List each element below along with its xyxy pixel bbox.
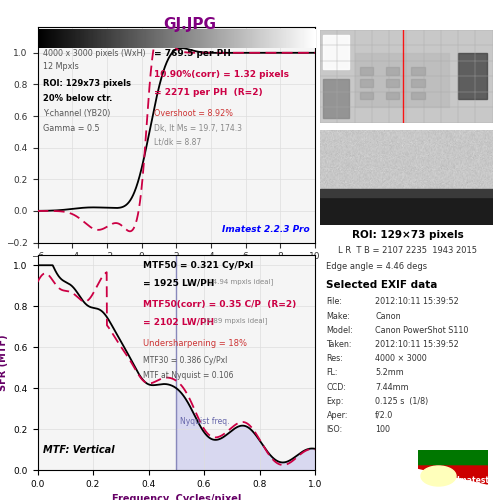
Text: [5.89 mpxls ideal]: [5.89 mpxls ideal] [204, 318, 268, 324]
Text: L R  T B = 2107 2235  1943 2015: L R T B = 2107 2235 1943 2015 [338, 246, 477, 255]
Text: 0.125 s  (1/8): 0.125 s (1/8) [375, 396, 428, 406]
Text: Model:: Model: [326, 326, 353, 335]
Text: Nyquist freq.: Nyquist freq. [180, 417, 230, 426]
Bar [418, 450, 488, 466]
Text: MTF: Vertical: MTF: Vertical [43, 445, 115, 455]
X-axis label: Pixels (Vertical): Pixels (Vertical) [132, 267, 220, 277]
Text: Canon PowerShot S110: Canon PowerShot S110 [375, 326, 468, 335]
Text: 100: 100 [375, 425, 390, 434]
Text: 7.44mm: 7.44mm [375, 382, 408, 392]
Text: Aper:: Aper: [326, 411, 348, 420]
Text: 2012:10:11 15:39:52: 2012:10:11 15:39:52 [375, 298, 459, 306]
Text: Res:: Res: [326, 354, 344, 363]
Text: 4000 × 3000: 4000 × 3000 [375, 354, 427, 363]
Text: GJ.JPG: GJ.JPG [164, 18, 216, 32]
Text: 4000 x 3000 pixels (WxH): 4000 x 3000 pixels (WxH) [43, 49, 146, 58]
Text: Selected EXIF data: Selected EXIF data [326, 280, 438, 290]
Bar [320, 192, 492, 225]
Text: Dk, lt Ms = 19.7, 174.3: Dk, lt Ms = 19.7, 174.3 [154, 124, 242, 133]
Text: MTF at Nyquist = 0.106: MTF at Nyquist = 0.106 [143, 371, 234, 380]
Bar [324, 34, 349, 68]
Text: 12 Mpxls: 12 Mpxls [43, 62, 79, 71]
Text: ROI: 129x73 pixels: ROI: 129x73 pixels [43, 79, 131, 88]
Text: = 1925 LW/PH: = 1925 LW/PH [143, 278, 214, 287]
Text: MTF50 = 0.321 Cy/Pxl: MTF50 = 0.321 Cy/Pxl [143, 262, 253, 270]
Text: f/2.0: f/2.0 [375, 411, 394, 420]
Bar [386, 92, 400, 100]
Bar [354, 53, 450, 107]
Text: 20% below ctr.: 20% below ctr. [43, 94, 112, 103]
Bar [386, 80, 400, 87]
Text: Imatest 2.2.3 Pro: Imatest 2.2.3 Pro [222, 225, 310, 234]
Text: MTF50(corr) = 0.35 C/P  (R=2): MTF50(corr) = 0.35 C/P (R=2) [143, 300, 296, 309]
Text: = 2102 LW/PH: = 2102 LW/PH [143, 318, 214, 326]
Bar [360, 80, 374, 87]
Text: Y-channel (YB20): Y-channel (YB20) [43, 109, 110, 118]
Bar [386, 67, 400, 74]
Y-axis label: SFR (MTF): SFR (MTF) [0, 334, 8, 391]
Bar [324, 80, 349, 118]
X-axis label: Frequency, Cycles/pixel: Frequency, Cycles/pixel [112, 494, 241, 500]
Bar [458, 53, 488, 100]
Text: 2012:10:11 15:39:52: 2012:10:11 15:39:52 [375, 340, 459, 349]
Text: FL:: FL: [326, 368, 338, 378]
Text: CCD:: CCD: [326, 382, 346, 392]
Text: Taken:: Taken: [326, 340, 352, 349]
Text: 5.2mm: 5.2mm [375, 368, 404, 378]
Text: Exp:: Exp: [326, 396, 344, 406]
Text: Edge angle = 4.46 degs: Edge angle = 4.46 degs [326, 262, 428, 272]
Text: MTF30 = 0.386 Cy/Pxl: MTF30 = 0.386 Cy/Pxl [143, 356, 228, 365]
Text: = 2271 per PH  (R=2): = 2271 per PH (R=2) [154, 88, 262, 96]
Bar [412, 92, 425, 100]
Text: Overshoot = 8.92%: Overshoot = 8.92% [154, 109, 233, 118]
Text: Canon: Canon [375, 312, 400, 320]
Text: Gamma = 0.5: Gamma = 0.5 [43, 124, 100, 133]
Text: File:: File: [326, 298, 342, 306]
Text: 10.90%(corr) = 1.32 pixels: 10.90%(corr) = 1.32 pixels [154, 70, 289, 80]
Bar [320, 189, 492, 196]
Text: 11-Oct-2012 18:28:25: 11-Oct-2012 18:28:25 [226, 32, 310, 41]
Bar [412, 67, 425, 74]
Bar [360, 92, 374, 100]
Text: = 769.5 per PH: = 769.5 per PH [154, 49, 231, 58]
Bar [412, 80, 425, 87]
Polygon shape [418, 466, 488, 484]
Text: Make:: Make: [326, 312, 350, 320]
Text: Imatest: Imatest [456, 476, 489, 485]
Circle shape [421, 466, 456, 486]
Text: Lt/dk = 8.87: Lt/dk = 8.87 [154, 137, 202, 146]
Text: Undersharpening = 18%: Undersharpening = 18% [143, 339, 247, 348]
Text: Edge profile: Vertical: Edge profile: Vertical [43, 32, 150, 41]
Text: ISO:: ISO: [326, 425, 343, 434]
Text: 10.90% rise = 3.9 pixels: 10.90% rise = 3.9 pixels [154, 32, 276, 41]
Text: ROI: 129×73 pixels: ROI: 129×73 pixels [352, 230, 464, 240]
Text: [4.94 mpxls ideal]: [4.94 mpxls ideal] [210, 278, 273, 285]
Bar [360, 67, 374, 74]
